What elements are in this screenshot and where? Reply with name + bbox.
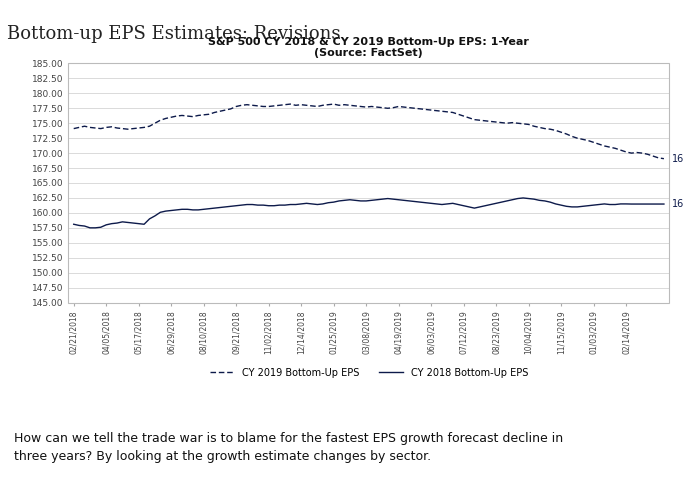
Text: How can we tell the trade war is to blame for the fastest EPS growth forecast de: How can we tell the trade war is to blam…: [14, 432, 563, 464]
Legend: CY 2019 Bottom-Up EPS, CY 2018 Bottom-Up EPS: CY 2019 Bottom-Up EPS, CY 2018 Bottom-Up…: [206, 364, 532, 382]
Text: 169.07: 169.07: [672, 154, 683, 163]
Text: Bottom-up EPS Estimates: Revisions: Bottom-up EPS Estimates: Revisions: [7, 25, 340, 43]
Text: 161.48: 161.48: [672, 199, 683, 209]
Title: S&P 500 CY 2018 & CY 2019 Bottom-Up EPS: 1-Year
(Source: FactSet): S&P 500 CY 2018 & CY 2019 Bottom-Up EPS:…: [208, 37, 529, 59]
